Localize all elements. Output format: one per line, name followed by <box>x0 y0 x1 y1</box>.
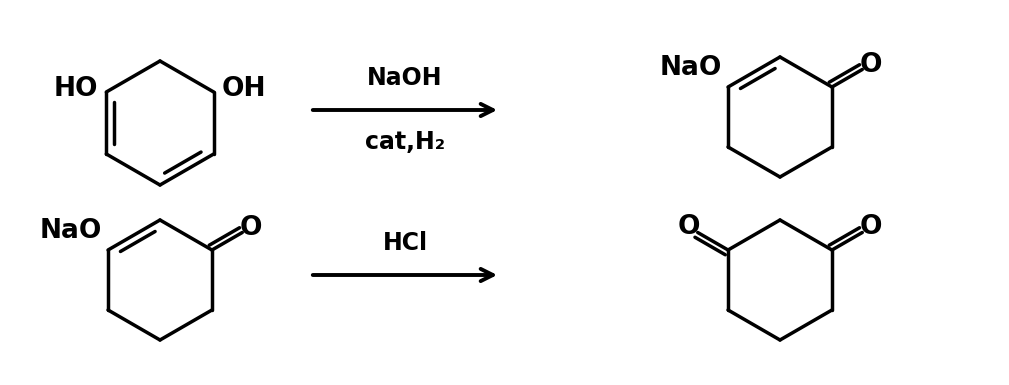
Text: HCl: HCl <box>382 231 428 255</box>
Text: NaO: NaO <box>660 55 722 81</box>
Text: NaOH: NaOH <box>367 66 443 90</box>
Text: O: O <box>678 214 700 241</box>
Text: O: O <box>860 52 882 77</box>
Text: cat,H₂: cat,H₂ <box>365 130 445 154</box>
Text: O: O <box>860 214 882 241</box>
Text: OH: OH <box>222 76 266 102</box>
Text: O: O <box>240 214 262 241</box>
Text: HO: HO <box>53 76 98 102</box>
Text: NaO: NaO <box>39 218 102 244</box>
